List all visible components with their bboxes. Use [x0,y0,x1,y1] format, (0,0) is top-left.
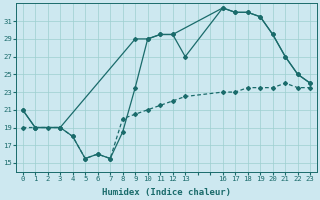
X-axis label: Humidex (Indice chaleur): Humidex (Indice chaleur) [102,188,231,197]
